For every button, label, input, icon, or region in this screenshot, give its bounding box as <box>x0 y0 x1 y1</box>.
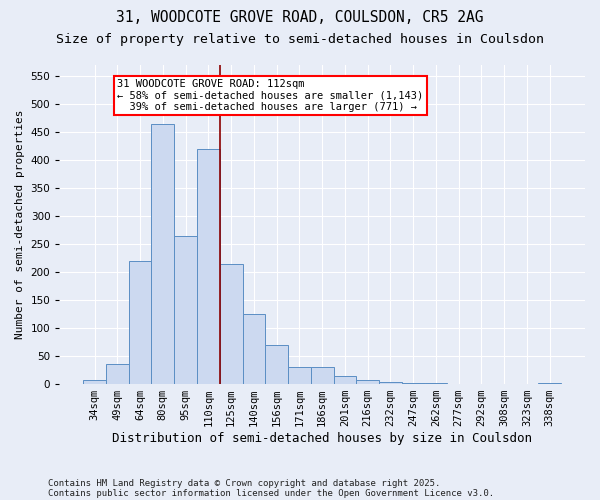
Bar <box>311 368 334 384</box>
Bar <box>425 383 448 384</box>
Y-axis label: Number of semi-detached properties: Number of semi-detached properties <box>15 110 25 340</box>
Bar <box>83 380 106 384</box>
Bar <box>265 345 288 384</box>
Bar <box>197 149 220 384</box>
Text: 31, WOODCOTE GROVE ROAD, COULSDON, CR5 2AG: 31, WOODCOTE GROVE ROAD, COULSDON, CR5 2… <box>116 10 484 25</box>
X-axis label: Distribution of semi-detached houses by size in Coulsdon: Distribution of semi-detached houses by … <box>112 432 532 445</box>
Bar <box>379 382 402 384</box>
Text: Contains HM Land Registry data © Crown copyright and database right 2025.: Contains HM Land Registry data © Crown c… <box>48 478 440 488</box>
Text: 31 WOODCOTE GROVE ROAD: 112sqm
← 58% of semi-detached houses are smaller (1,143): 31 WOODCOTE GROVE ROAD: 112sqm ← 58% of … <box>118 79 424 112</box>
Bar <box>129 261 151 384</box>
Bar <box>174 236 197 384</box>
Bar <box>334 376 356 384</box>
Bar <box>151 124 174 384</box>
Text: Contains public sector information licensed under the Open Government Licence v3: Contains public sector information licen… <box>48 488 494 498</box>
Bar <box>288 368 311 384</box>
Bar <box>402 383 425 384</box>
Bar <box>220 264 242 384</box>
Bar <box>242 314 265 384</box>
Bar <box>356 380 379 384</box>
Bar <box>538 383 561 384</box>
Bar <box>106 364 129 384</box>
Text: Size of property relative to semi-detached houses in Coulsdon: Size of property relative to semi-detach… <box>56 32 544 46</box>
